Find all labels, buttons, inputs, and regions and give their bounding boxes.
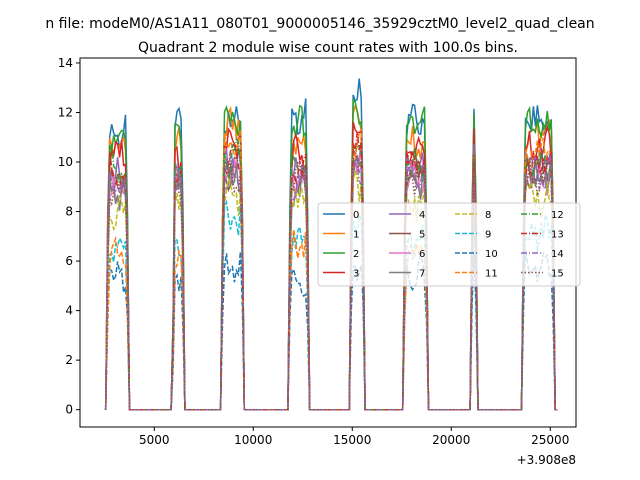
legend-label-10: 10 <box>485 249 498 260</box>
x-tick-label: 10000 <box>234 433 272 447</box>
legend-label-7: 7 <box>419 269 425 280</box>
x-offset-label: +3.908e8 <box>517 453 576 467</box>
y-tick-label: 10 <box>58 155 73 169</box>
x-tick-label: 15000 <box>333 433 371 447</box>
legend-label-13: 13 <box>551 230 564 241</box>
series-layer <box>104 78 558 411</box>
y-tick-label: 0 <box>65 403 73 417</box>
y-tick-label: 14 <box>58 56 73 70</box>
series-line-15 <box>104 150 558 411</box>
legend-label-11: 11 <box>485 269 498 280</box>
y-tick-label: 2 <box>65 353 73 367</box>
legend-label-14: 14 <box>551 249 564 260</box>
legend-label-15: 15 <box>551 269 564 280</box>
legend-label-4: 4 <box>419 210 425 221</box>
legend-label-5: 5 <box>419 230 425 241</box>
y-tick-label: 12 <box>58 105 73 119</box>
legend-label-9: 9 <box>485 230 491 241</box>
legend-label-1: 1 <box>353 230 359 241</box>
y-tick-label: 6 <box>65 254 73 268</box>
legend-label-6: 6 <box>419 249 425 260</box>
x-tick-label: 25000 <box>531 433 569 447</box>
legend-box <box>317 202 581 287</box>
figure-suptitle: n file: modeM0/AS1A11_080T01_9000005146_… <box>45 16 594 32</box>
legend-label-3: 3 <box>353 269 359 280</box>
legend-label-0: 0 <box>353 210 359 221</box>
legend-label-12: 12 <box>551 210 564 221</box>
legend-label-2: 2 <box>353 249 359 260</box>
y-tick-label: 4 <box>65 304 73 318</box>
chart-title: Quadrant 2 module wise count rates with … <box>138 40 518 56</box>
y-tick-label: 8 <box>65 205 73 219</box>
x-tick-label: 20000 <box>432 433 470 447</box>
x-tick-label: 5000 <box>139 433 170 447</box>
legend-label-8: 8 <box>485 210 491 221</box>
